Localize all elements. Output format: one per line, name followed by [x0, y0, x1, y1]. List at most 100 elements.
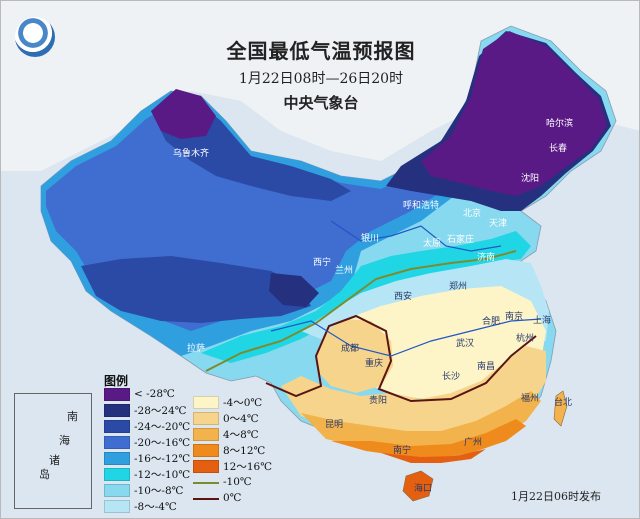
legend-swatch	[193, 459, 219, 473]
inset-label: 南	[67, 410, 78, 423]
forecast-period: 1月22日08时—26日20时	[238, 71, 404, 87]
legend-label: < -28℃	[134, 388, 175, 401]
legend-line-item: -10℃	[193, 475, 272, 490]
legend-swatch	[104, 387, 130, 401]
release-time: 1月22日06时发布	[511, 490, 601, 503]
legend-line-item: 0℃	[193, 491, 272, 506]
legend-left-column: < -28℃ -28～24℃ -24～-20℃ -20～-16℃ -16～-12℃ -12…	[104, 387, 190, 515]
city-label: 西宁	[313, 256, 331, 268]
city-label: 重庆	[365, 357, 383, 369]
neighbor-land	[1, 1, 639, 171]
legend-swatch	[104, 419, 130, 433]
legend-swatch	[104, 435, 130, 449]
legend-label: -4～0℃	[223, 396, 263, 409]
inset-label: 海	[59, 434, 70, 447]
city-label: 上海	[533, 314, 551, 326]
contour-zero	[265, 314, 537, 403]
city-label: 哈尔滨	[546, 117, 573, 129]
legend-item: -16～-12℃	[104, 451, 190, 466]
legend-item: -10～-8℃	[104, 483, 190, 498]
city-label: 呼和浩特	[403, 199, 439, 211]
legend-item: 4～8℃	[193, 427, 272, 442]
cma-logo-icon	[15, 17, 55, 57]
legend-label: -8～-4℃	[134, 500, 177, 513]
legend-swatch	[104, 467, 130, 481]
zone-below-28-ne	[421, 31, 607, 196]
legend-label: -12～-10℃	[134, 468, 191, 481]
city-label: 福州	[521, 392, 539, 404]
legend-label: -20～-16℃	[134, 436, 191, 449]
zone-minus24-west	[81, 256, 311, 323]
city-label: 长沙	[442, 370, 460, 382]
legend-label: -28～24℃	[134, 404, 187, 417]
legend-line-swatch	[193, 476, 219, 489]
zone-minus28-qinghai	[269, 273, 319, 307]
legend-swatch	[193, 395, 219, 409]
legend-label: -24～-20℃	[134, 420, 191, 433]
hainan-island	[402, 470, 434, 502]
city-label: 拉萨	[187, 342, 205, 354]
legend-item: -24～-20℃	[104, 419, 190, 434]
city-label: 天津	[489, 218, 507, 229]
legend-right-column: -4～0℃ 0～4℃ 4～8℃ 8～12℃ 12～16℃ -10℃ 0℃	[193, 395, 272, 507]
issuer-label: 中央气象台	[283, 94, 359, 112]
zone-below-28-west	[151, 89, 216, 139]
map-title: 全国最低气温预报图	[226, 39, 416, 63]
inset-label: 岛	[39, 468, 50, 481]
legend-label: -16～-12℃	[134, 452, 191, 465]
legend-item: 12～16℃	[193, 459, 272, 474]
city-label: 武汉	[456, 337, 474, 349]
south-china-sea-inset: 南 海 诸 岛	[14, 393, 92, 509]
legend-item: -4～0℃	[193, 395, 272, 410]
legend-swatch	[193, 443, 219, 457]
legend-swatch	[104, 499, 130, 513]
legend-swatch	[104, 451, 130, 465]
city-label: 海口	[414, 482, 432, 494]
inset-label: 诸	[49, 454, 60, 467]
city-label: 杭州	[516, 332, 534, 344]
city-label: 成都	[341, 342, 359, 354]
legend-item: 8～12℃	[193, 443, 272, 458]
city-label: 兰州	[335, 264, 353, 276]
legend-swatch	[193, 427, 219, 441]
legend-label: 0～4℃	[223, 412, 259, 425]
city-label: 银川	[361, 232, 379, 244]
legend-swatch	[193, 411, 219, 425]
city-label: 济南	[477, 251, 495, 263]
city-label: 合肥	[482, 315, 500, 327]
taiwan-island	[553, 390, 568, 427]
city-label: 北京	[463, 207, 481, 219]
legend-item: -20～-16℃	[104, 435, 190, 450]
city-label: 西安	[394, 290, 412, 302]
legend-label: 12～16℃	[223, 460, 272, 473]
legend-swatch	[104, 403, 130, 417]
legend-item: -28～24℃	[104, 403, 190, 418]
legend-item: 0～4℃	[193, 411, 272, 426]
city-label: 南京	[505, 310, 523, 322]
legend-label: 8～12℃	[223, 444, 266, 457]
river-yellow	[330, 220, 502, 252]
city-label: 昆明	[325, 419, 343, 430]
legend-item: -8～-4℃	[104, 499, 190, 514]
legend-label: -10～-8℃	[134, 484, 184, 497]
river-yangtze	[270, 318, 542, 357]
city-label: 乌鲁木齐	[173, 147, 209, 159]
contour-minus10	[205, 250, 517, 372]
city-label: 长春	[549, 142, 567, 154]
city-label: 贵阳	[369, 394, 387, 406]
city-label: 太原	[423, 237, 441, 249]
legend-label: -10℃	[223, 476, 252, 489]
city-label: 台北	[554, 396, 572, 408]
legend-title: 图例	[104, 374, 129, 388]
city-label: 南宁	[393, 444, 411, 456]
legend-item: -12～-10℃	[104, 467, 190, 482]
zone-zero-basin	[316, 319, 393, 393]
city-label: 沈阳	[521, 172, 539, 184]
zone-twelve	[381, 449, 486, 463]
legend-label: 0℃	[223, 492, 242, 505]
zone-eight	[331, 419, 526, 459]
city-label: 南昌	[477, 360, 495, 372]
legend-label: 4～8℃	[223, 428, 259, 441]
